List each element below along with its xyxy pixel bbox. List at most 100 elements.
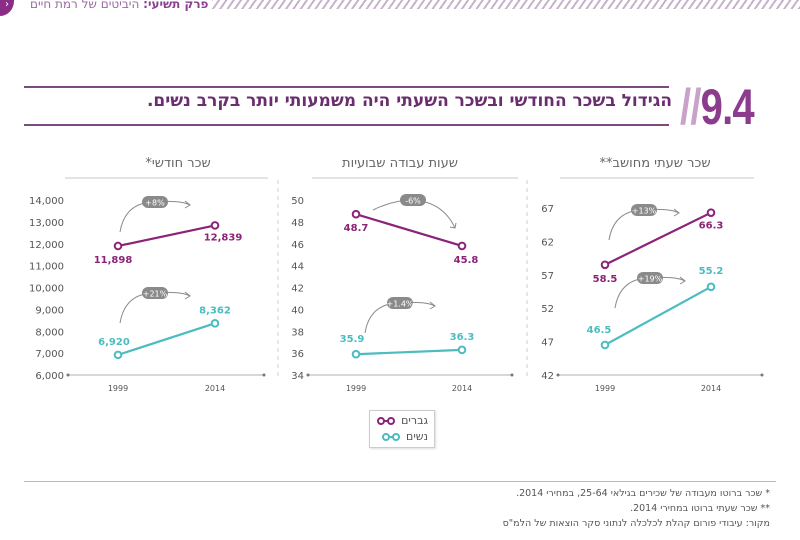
chapter-label: פרק תשיעי:	[143, 0, 209, 11]
series-line	[604, 211, 712, 266]
data-label: 66.3	[699, 221, 724, 232]
chapter-title: היביטים של רמת חיים	[30, 0, 140, 11]
y-tick-label: 38	[291, 327, 304, 338]
y-tick-label: 9,000	[35, 305, 64, 316]
data-point	[210, 319, 220, 328]
title-rule-top	[24, 86, 669, 88]
y-tick-label: 10,000	[29, 284, 64, 295]
footnote-2: ** שכר שעתי ברוטו במחירי 2014.	[630, 503, 770, 514]
y-tick-label: 46	[291, 240, 304, 251]
legend: גברים נשים	[369, 410, 435, 448]
legend-marker-women-icon	[382, 432, 401, 441]
change-badge	[142, 287, 168, 299]
data-label: 35.9	[340, 334, 365, 345]
figure-slash-decoration: //	[680, 79, 701, 135]
series-line	[355, 213, 463, 247]
x-tick-label: 1999	[346, 384, 366, 393]
data-point	[210, 221, 220, 230]
change-badge-label: +21%	[143, 290, 168, 299]
data-label: 46.5	[587, 325, 612, 336]
y-tick-label: 12,000	[29, 240, 64, 251]
data-label: 8,362	[199, 305, 231, 316]
x-tick-label: 2014	[205, 384, 225, 393]
change-badge-label: -6%	[405, 197, 421, 206]
y-tick-label: 6,000	[35, 371, 64, 382]
axis-end-dot	[760, 373, 764, 377]
chart-title: שעות עבודה שבועיות	[342, 156, 458, 171]
data-label: 58.5	[593, 274, 618, 285]
data-point	[113, 241, 123, 251]
data-label: 6,920	[98, 337, 130, 348]
data-point	[351, 209, 361, 219]
arrow-head-icon	[184, 291, 191, 300]
data-point	[600, 340, 610, 350]
axis-end-dot	[262, 373, 266, 377]
y-tick-label: 44	[291, 262, 304, 273]
y-tick-label: 11,000	[29, 262, 64, 273]
legend-item-men: גברים	[377, 414, 428, 427]
chevron-right-icon: ›	[5, 0, 9, 10]
y-tick-label: 57	[541, 271, 554, 282]
series-line	[117, 224, 216, 248]
y-tick-label: 42	[541, 371, 554, 382]
y-tick-label: 36	[291, 349, 304, 360]
change-badge	[142, 196, 168, 208]
y-tick-label: 48	[291, 218, 304, 229]
arrow-head-icon	[184, 200, 191, 209]
x-tick-label: 2014	[452, 384, 472, 393]
y-tick-label: 50	[291, 196, 304, 207]
change-badge	[387, 297, 413, 309]
y-tick-label: 52	[541, 304, 554, 315]
y-tick-label: 47	[541, 338, 554, 349]
legend-item-women: נשים	[382, 430, 428, 443]
y-tick-label: 14,000	[29, 196, 64, 207]
y-tick-label: 34	[291, 371, 304, 382]
series-line	[604, 285, 712, 346]
change-badge-label: +1.4%	[386, 300, 413, 309]
figure-number: //9.4	[680, 79, 755, 135]
data-point	[457, 345, 467, 355]
data-point	[706, 282, 716, 292]
footer-rule	[24, 481, 776, 482]
y-tick-label: 67	[541, 204, 554, 215]
footnotes: * שכר ברוטו מעבודה של שכירים בגילאי 25-6…	[503, 486, 770, 531]
chapter-nav-button[interactable]: ›	[0, 0, 14, 16]
title-rule-bottom	[24, 124, 669, 126]
source-note: מקור: עיבודי פורום קהלת לכלכלה לנתוני סק…	[502, 518, 770, 529]
data-label: 55.2	[699, 266, 724, 277]
axis-end-dot	[556, 373, 560, 377]
y-tick-label: 13,000	[29, 218, 64, 229]
chart-title: שכר חודשי*	[145, 156, 210, 171]
change-badge-label: +19%	[638, 275, 663, 284]
header-hatch-pattern	[212, 0, 800, 9]
data-label: 36.3	[450, 332, 475, 343]
footnote-1: * שכר ברוטו מעבודה של שכירים בגילאי 25-6…	[516, 488, 770, 499]
data-label: 12,839	[204, 232, 243, 243]
y-tick-label: 40	[291, 305, 304, 316]
arrow-head-icon	[429, 301, 436, 310]
data-point	[457, 241, 467, 251]
charts-area: שכר חודשי* 6,000 7,000 8,000 9,000 10,000 11,0…	[29, 156, 764, 393]
series-line	[117, 322, 216, 356]
chapter-heading: פרק תשיעי: היביטים של רמת חיים	[30, 0, 208, 11]
x-tick-label: 2014	[701, 384, 721, 393]
data-label: 11,898	[94, 255, 133, 266]
legend-label-men: גברים	[401, 414, 428, 427]
data-point	[351, 349, 361, 359]
data-label: 48.7	[344, 223, 369, 234]
change-badge	[637, 272, 663, 284]
change-badge-label: +8%	[145, 199, 165, 208]
data-point	[706, 208, 716, 217]
figure-title: הגידול בשכר החודשי ובשכר השעתי היה משמעו…	[146, 91, 672, 111]
arrow-head-icon	[449, 222, 457, 229]
y-tick-label: 8,000	[35, 327, 64, 338]
legend-label-women: נשים	[406, 430, 428, 443]
change-badge	[400, 194, 426, 206]
axis-end-dot	[306, 373, 310, 377]
x-tick-label: 1999	[108, 384, 128, 393]
data-point	[600, 260, 610, 270]
y-tick-label: 7,000	[35, 349, 64, 360]
change-badge-label: +13%	[632, 207, 657, 216]
series-line	[355, 348, 463, 356]
arrow-head-icon	[673, 208, 680, 217]
